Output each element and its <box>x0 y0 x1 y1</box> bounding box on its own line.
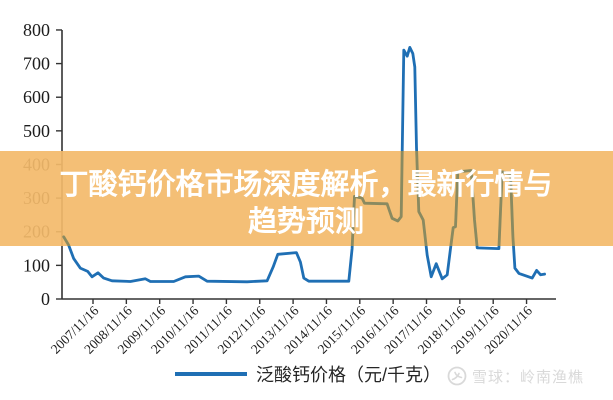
y-tick-label: 100 <box>23 255 50 275</box>
y-tick-label: 0 <box>41 289 50 309</box>
y-tick-label: 600 <box>23 87 50 107</box>
legend: 泛酸钙价格（元/千克） <box>175 365 441 385</box>
watermark-text: 雪球：岭南渔樵 <box>472 369 584 386</box>
xueqiu-logo-icon <box>447 366 467 386</box>
y-tick-label: 800 <box>23 20 50 40</box>
banner-title-line2: 趋势预测 <box>248 205 364 238</box>
price-line-behind-banner <box>62 151 515 246</box>
watermark: 雪球：岭南渔樵 <box>447 366 584 386</box>
legend-label: 泛酸钙价格（元/千克） <box>256 365 441 385</box>
y-tick-label: 500 <box>23 121 50 141</box>
y-tick-label: 700 <box>23 54 50 74</box>
banner-title-line1: 丁酸钙价格市场深度解析，最新行情与 <box>59 167 552 201</box>
